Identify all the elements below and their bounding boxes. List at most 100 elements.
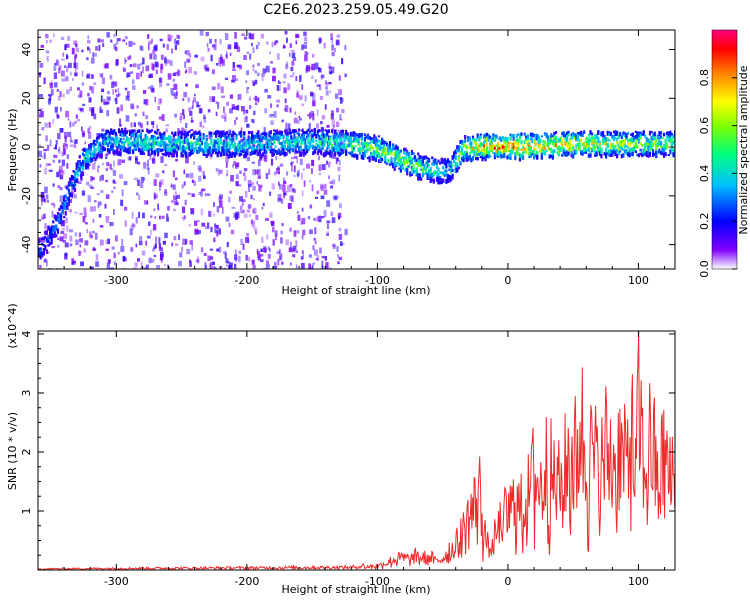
heatmap-cell: [149, 155, 152, 161]
heatmap-cell: [135, 158, 139, 164]
heatmap-cell: [622, 131, 625, 136]
heatmap-cell: [116, 148, 119, 152]
heatmap-cell: [68, 62, 72, 69]
heatmap-cell: [106, 136, 110, 141]
heatmap-cell: [194, 130, 197, 135]
heatmap-cell: [81, 159, 85, 165]
heatmap-cell: [62, 144, 65, 151]
heatmap-cell: [482, 140, 486, 144]
heatmap-cell: [326, 231, 329, 236]
heatmap-cell: [450, 167, 453, 173]
heatmap-cell: [404, 156, 407, 160]
heatmap-cell: [89, 86, 92, 91]
heatmap-cell: [97, 143, 100, 148]
heatmap-cell: [395, 162, 398, 166]
heatmap-cell: [240, 210, 243, 214]
heatmap-cell: [432, 164, 435, 167]
heatmap-cell: [164, 152, 168, 157]
heatmap-cell: [191, 179, 194, 183]
heatmap-cell: [448, 163, 451, 168]
heatmap-cell: [269, 135, 272, 139]
heatmap-cell: [382, 148, 385, 153]
heatmap-cell: [314, 79, 317, 83]
heatmap-cell: [179, 145, 182, 150]
heatmap-cell: [475, 152, 478, 157]
heatmap-cell: [641, 153, 644, 156]
heatmap-cell: [420, 163, 423, 168]
heatmap-cell: [392, 162, 395, 166]
heatmap-cell: [296, 211, 299, 214]
heatmap-cell: [498, 146, 501, 150]
heatmap-cell: [448, 174, 451, 180]
heatmap-cell: [235, 151, 238, 156]
heatmap-cell: [113, 252, 116, 259]
heatmap-cell: [590, 132, 594, 136]
heatmap-cell: [283, 108, 287, 111]
heatmap-cell: [122, 255, 126, 262]
heatmap-cell: [203, 175, 206, 179]
heatmap-cell: [340, 145, 343, 149]
heatmap-cell: [169, 138, 172, 142]
heatmap-cell: [595, 145, 598, 148]
heatmap-cell: [167, 73, 172, 80]
heatmap-cell: [172, 72, 177, 76]
heatmap-cell: [195, 259, 200, 263]
heatmap-cell: [286, 171, 289, 176]
heatmap-cell: [138, 134, 141, 138]
heatmap-cell: [583, 142, 586, 147]
heatmap-cell: [64, 205, 67, 211]
heatmap-cell: [116, 151, 119, 156]
heatmap-cell: [617, 143, 620, 146]
heatmap-cell: [188, 146, 191, 151]
heatmap-cell: [388, 144, 392, 150]
heatmap-cell: [509, 150, 512, 154]
heatmap-cell: [273, 136, 276, 141]
heatmap-cell: [362, 142, 365, 146]
heatmap-cell: [248, 32, 252, 39]
heatmap-cell: [137, 121, 142, 126]
heatmap-cell: [616, 153, 619, 159]
heatmap-cell: [609, 132, 612, 137]
heatmap-cell: [606, 137, 609, 142]
heatmap-cell: [121, 140, 124, 145]
heatmap-cell: [412, 167, 415, 172]
heatmap-cell: [189, 141, 193, 145]
heatmap-cell: [341, 144, 345, 147]
heatmap-cell: [278, 181, 280, 186]
heatmap-cell: [45, 194, 49, 200]
heatmap-cell: [539, 139, 542, 144]
heatmap-cell: [492, 151, 495, 154]
heatmap-cell: [142, 177, 146, 181]
heatmap-cell: [157, 153, 160, 157]
heatmap-cell: [276, 150, 279, 155]
heatmap-cell: [83, 207, 87, 214]
heatmap-cell: [57, 244, 60, 248]
heatmap-cell: [83, 159, 86, 162]
heatmap-cell: [570, 133, 573, 138]
heatmap-cell: [398, 167, 401, 170]
heatmap-marks: [38, 30, 675, 269]
heatmap-cell: [486, 138, 489, 143]
heatmap-cell: [330, 185, 334, 189]
heatmap-cell: [289, 75, 294, 78]
heatmap-cell: [251, 259, 255, 265]
chart-title: C2E6.2023.259.05.49.G20: [263, 2, 448, 18]
heatmap-cell: [304, 151, 307, 154]
heatmap-cell: [147, 235, 151, 239]
heatmap-cell: [387, 158, 390, 164]
heatmap-cell: [406, 171, 409, 176]
heatmap-cell: [512, 145, 515, 149]
heatmap-cell: [81, 190, 86, 196]
heatmap-cell: [189, 261, 192, 267]
heatmap-cell: [376, 138, 379, 142]
heatmap-cell: [542, 148, 545, 151]
heatmap-cell: [327, 139, 330, 145]
heatmap-cell: [529, 151, 532, 155]
heatmap-cell: [421, 162, 424, 166]
heatmap-cell: [328, 82, 332, 85]
heatmap-cell: [232, 130, 235, 136]
heatmap-cell: [406, 165, 409, 170]
heatmap-cell: [647, 148, 650, 151]
heatmap-cell: [407, 152, 410, 155]
heatmap-cell: [113, 160, 115, 168]
